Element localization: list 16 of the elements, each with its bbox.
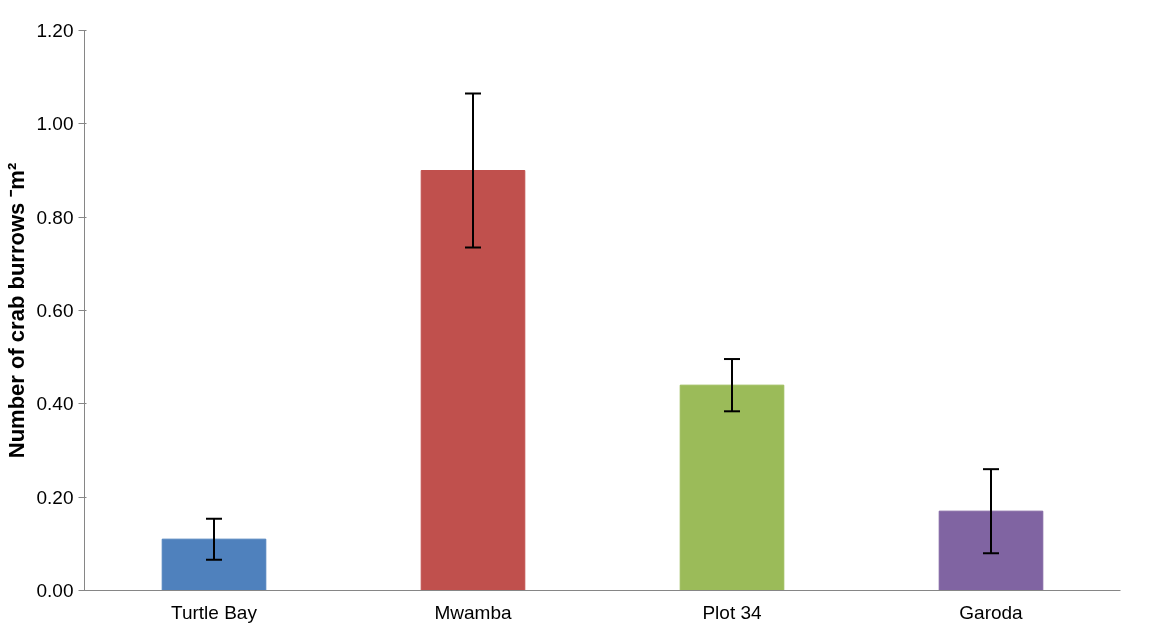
bar	[938, 510, 1044, 591]
x-tick-label: Garoda	[959, 601, 1024, 623]
bar	[420, 170, 526, 591]
y-tick-label: 0.60	[36, 300, 74, 321]
y-tick-label: 1.20	[36, 20, 74, 41]
x-tick-label: Plot 34	[702, 601, 763, 623]
bar	[679, 384, 785, 591]
bar	[161, 538, 267, 591]
x-tick-label: Turtle Bay	[171, 601, 258, 623]
y-tick-label: 0.40	[36, 393, 74, 415]
y-tick-label: 0.00	[36, 580, 74, 601]
y-tick-label: 0.80	[36, 206, 74, 228]
y-tick-label: 0.20	[36, 486, 74, 508]
x-tick-label: Mwamba	[434, 601, 512, 623]
y-tick-label: 1.00	[36, 113, 74, 135]
y-axis-title: Number of crab burrows ⁻m²	[3, 162, 29, 459]
